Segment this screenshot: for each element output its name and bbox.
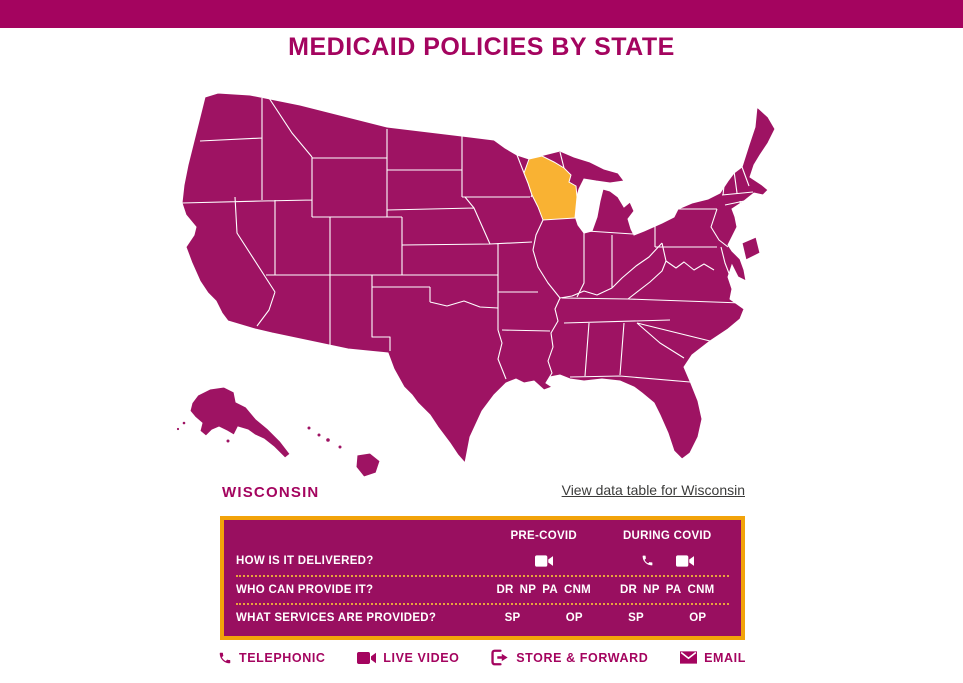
video-icon	[534, 555, 553, 567]
alaska-island[interactable]	[225, 438, 231, 444]
state-borders-west	[181, 97, 551, 380]
state-borders-east	[516, 151, 754, 384]
state-wisconsin[interactable]	[523, 155, 578, 221]
legend-label: LIVE VIDEO	[383, 650, 460, 665]
us-map[interactable]	[172, 85, 788, 485]
legend-item-store-forward: STORE & FORWARD	[491, 649, 648, 666]
service-code: OP	[689, 612, 707, 625]
phone-icon	[642, 555, 653, 566]
pre-covid-services: SP OP	[482, 612, 606, 624]
row-label: WHAT SERVICES ARE PROVIDED?	[236, 612, 437, 625]
column-header-during-covid: DURING COVID	[622, 529, 712, 542]
provider-code: CNM	[687, 583, 715, 596]
service-code: OP	[565, 612, 583, 625]
service-code: SP	[628, 612, 645, 625]
page-title: MEDICAID POLICIES BY STATE	[288, 33, 675, 61]
during-covid-delivery-icons	[606, 554, 730, 567]
top-bar	[0, 0, 963, 28]
provider-code: PA	[665, 583, 682, 596]
service-code: SP	[504, 612, 521, 625]
during-covid-provider-codes: DR NP PA CNM	[606, 584, 730, 596]
policy-table-header-row: PRE-COVID DURING COVID	[236, 525, 729, 547]
selected-state-label: WISCONSIN	[222, 484, 320, 501]
legend-label: TELEPHONIC	[239, 650, 326, 665]
provider-code: NP	[643, 583, 660, 596]
video-icon	[357, 651, 377, 664]
column-header-pre-covid: PRE-COVID	[510, 529, 578, 542]
us-states-silhouette[interactable]	[181, 92, 776, 465]
legend-item-email: EMAIL	[680, 651, 746, 665]
state-hawaii-island[interactable]	[306, 425, 312, 431]
row-label: HOW IS IT DELIVERED?	[236, 554, 374, 567]
legend: TELEPHONIC LIVE VIDEO STORE & FORWARD EM…	[218, 649, 746, 666]
district-of-columbia-marker[interactable]	[741, 236, 761, 261]
state-hawaii-island[interactable]	[337, 444, 343, 450]
alaska-aleutian-island[interactable]	[175, 426, 181, 432]
table-row-services: WHAT SERVICES ARE PROVIDED? SP OP SP OP	[236, 602, 730, 632]
state-hawaii-island[interactable]	[325, 437, 331, 443]
view-data-table-link[interactable]: View data table for Wisconsin	[561, 482, 745, 498]
legend-item-live-video: LIVE VIDEO	[357, 651, 459, 665]
provider-code: DR	[619, 583, 638, 596]
pre-covid-delivery-icons	[482, 555, 606, 567]
table-row-who-provides: WHO CAN PROVIDE IT? DR NP PA CNM DR NP P…	[236, 574, 730, 603]
state-alaska[interactable]	[189, 386, 291, 459]
phone-icon	[219, 652, 231, 663]
state-hawaii-island[interactable]	[316, 432, 322, 438]
alaska-aleutian-island[interactable]	[181, 420, 187, 426]
provider-code: DR	[496, 583, 514, 596]
email-icon	[680, 651, 698, 664]
provider-code: PA	[542, 583, 558, 596]
video-icon	[675, 555, 694, 567]
legend-label: STORE & FORWARD	[516, 650, 649, 665]
state-hawaii-big-island[interactable]	[355, 452, 381, 478]
provider-code: NP	[519, 583, 537, 596]
legend-item-telephonic: TELEPHONIC	[218, 651, 326, 665]
during-covid-services: SP OP	[606, 612, 730, 624]
policy-table: PRE-COVID DURING COVID HOW IS IT DELIVER…	[220, 516, 745, 640]
table-row-how-delivered: HOW IS IT DELIVERED?	[236, 547, 729, 575]
pre-covid-provider-codes: DR NP PA CNM	[482, 584, 606, 596]
provider-code: CNM	[563, 583, 592, 596]
store-forward-icon	[491, 649, 508, 666]
row-label: WHO CAN PROVIDE IT?	[236, 583, 374, 596]
legend-label: EMAIL	[704, 650, 746, 665]
